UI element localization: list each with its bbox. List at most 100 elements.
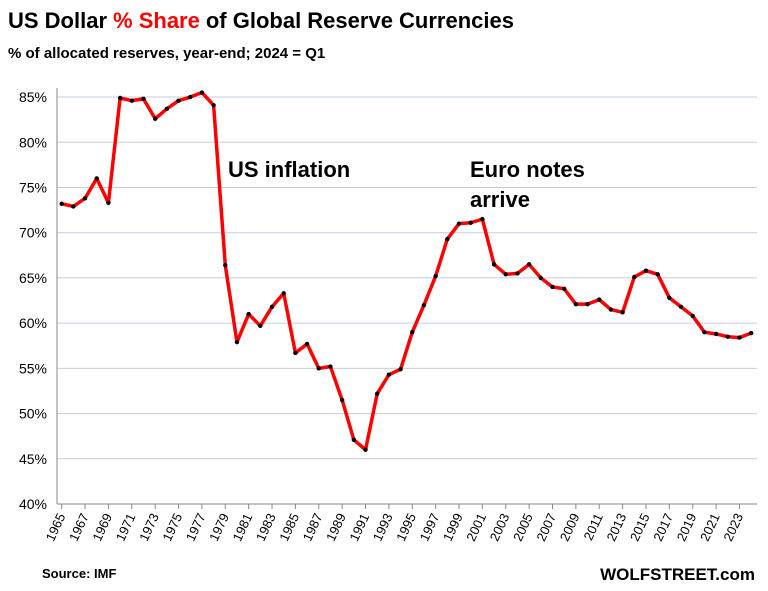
data-point <box>94 176 99 181</box>
y-tick-label: 60% <box>19 315 47 331</box>
chart-title: US Dollar% Share of Global Reserve Curren… <box>8 8 514 33</box>
x-tick-label: 2013 <box>604 511 630 544</box>
data-point <box>725 334 730 339</box>
data-point <box>643 268 649 273</box>
annotation: Euro notes <box>470 157 585 182</box>
y-tick-label: 65% <box>19 270 47 286</box>
data-point <box>433 273 438 279</box>
x-tick-label: 1979 <box>206 511 232 544</box>
x-tick-label: 1993 <box>370 511 396 544</box>
title-part: US Dollar <box>8 8 107 33</box>
data-point <box>538 275 544 281</box>
data-point <box>597 297 602 302</box>
data-point <box>515 271 520 276</box>
y-tick-label: 45% <box>19 451 47 467</box>
x-tick-label: 2015 <box>627 511 653 544</box>
data-point <box>632 274 637 280</box>
data-point <box>503 272 508 277</box>
data-point <box>386 372 392 377</box>
data-point <box>573 301 579 307</box>
data-point <box>223 263 228 268</box>
x-tick-label: 2023 <box>720 511 746 544</box>
data-point <box>129 98 134 103</box>
x-tick-label: 1983 <box>253 511 279 544</box>
data-point <box>164 106 170 112</box>
data-point <box>281 291 286 296</box>
title-part: % Share <box>113 8 200 33</box>
data-point <box>234 339 240 345</box>
data-point <box>655 272 660 277</box>
y-tick-label: 55% <box>19 360 47 376</box>
x-tick-label: 1965 <box>43 511 69 544</box>
x-tick-label: 1969 <box>89 511 115 544</box>
data-point <box>269 304 275 310</box>
data-point <box>398 367 403 372</box>
x-tick-label: 1987 <box>300 511 326 544</box>
data-point <box>702 329 707 335</box>
x-tick-label: 1967 <box>66 511 92 544</box>
data-point <box>106 200 111 206</box>
x-tick-label: 2021 <box>697 511 723 544</box>
x-tick-label: 2007 <box>533 511 559 544</box>
y-tick-label: 75% <box>19 179 47 195</box>
data-point <box>690 313 695 319</box>
data-point <box>737 335 742 340</box>
y-tick-label: 40% <box>19 496 47 512</box>
data-point <box>526 262 532 267</box>
data-point <box>561 286 567 291</box>
data-point <box>82 196 88 201</box>
x-tick-label: 2003 <box>487 511 513 544</box>
data-point <box>199 90 205 95</box>
data-point <box>258 323 263 329</box>
data-point <box>176 98 181 103</box>
y-tick-label: 85% <box>19 89 47 105</box>
y-tick-label: 80% <box>19 134 47 150</box>
data-point <box>141 96 146 102</box>
data-point <box>316 366 321 371</box>
data-point <box>608 307 614 312</box>
data-point <box>585 301 590 307</box>
data-point <box>468 220 473 225</box>
x-tick-label: 2011 <box>581 511 606 543</box>
data-point <box>117 95 123 101</box>
data-point <box>351 437 357 442</box>
data-point <box>456 221 462 226</box>
x-tick-label: 2001 <box>463 511 489 544</box>
data-point <box>491 262 497 267</box>
x-tick-label: 2005 <box>510 511 536 544</box>
x-tick-label: 1985 <box>276 511 302 544</box>
y-tick-label: 70% <box>19 225 47 241</box>
data-point <box>328 364 333 369</box>
data-point <box>363 447 368 452</box>
data-point <box>339 397 345 403</box>
data-point <box>667 295 672 301</box>
title-part: of Global Reserve Currencies <box>206 8 514 33</box>
y-tick-label: 50% <box>19 406 47 422</box>
annotation: arrive <box>470 187 530 212</box>
x-tick-label: 1971 <box>113 511 139 544</box>
data-point <box>188 94 193 100</box>
chart-subtitle: % of allocated reserves, year-end; 2024 … <box>8 45 325 62</box>
x-tick-label: 1989 <box>323 511 349 544</box>
data-point <box>375 391 380 396</box>
x-tick-label: 1999 <box>440 511 466 544</box>
data-line <box>61 90 752 452</box>
x-tick-label: 1973 <box>136 511 162 544</box>
data-point <box>246 311 251 317</box>
data-point <box>71 204 76 209</box>
data-point <box>748 330 754 336</box>
data-point <box>445 236 450 242</box>
data-point <box>293 350 298 356</box>
annotation: US inflation <box>228 157 350 182</box>
data-point <box>713 331 719 337</box>
data-point <box>421 302 427 308</box>
data-point <box>550 284 555 290</box>
x-tick-label: 2019 <box>674 511 700 544</box>
credit: WOLFSTREET.com <box>600 565 755 584</box>
x-tick-label: 2017 <box>650 511 676 544</box>
x-tick-label: 1981 <box>230 511 256 544</box>
x-tick-label: 1997 <box>417 511 443 544</box>
data-point <box>59 201 64 206</box>
data-point <box>211 102 216 108</box>
x-tick-label: 1995 <box>393 511 419 544</box>
